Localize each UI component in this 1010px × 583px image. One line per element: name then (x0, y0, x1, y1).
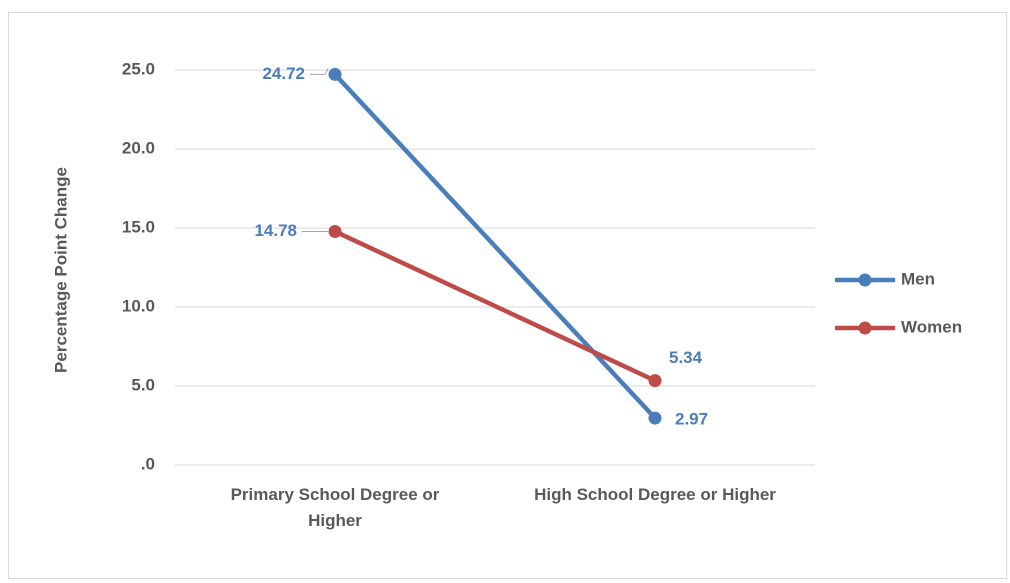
y-tick-label: 10.0 (122, 296, 155, 315)
y-tick-label: .0 (141, 454, 155, 473)
legend-label: Women (901, 317, 962, 336)
x-tick-label: High School Degree or Higher (534, 485, 776, 504)
data-label: 2.97 (675, 410, 708, 429)
series-line (333, 72, 657, 420)
data-point (648, 411, 662, 425)
y-tick-label: 5.0 (131, 375, 155, 394)
y-axis-title: Percentage Point Change (51, 167, 70, 373)
legend-marker (858, 321, 872, 335)
series-line (334, 229, 656, 383)
data-label: 5.34 (669, 348, 703, 367)
data-label: 24.72 (262, 64, 305, 83)
data-point (328, 224, 342, 238)
y-tick-label: 25.0 (122, 59, 155, 78)
y-tick-label: 15.0 (122, 217, 155, 236)
leader-line (310, 68, 329, 75)
legend-label: Men (901, 269, 935, 288)
data-point (328, 67, 342, 81)
data-label: 14.78 (254, 221, 297, 240)
legend-marker (858, 273, 872, 287)
chart-border (8, 12, 1007, 579)
data-point (648, 374, 662, 388)
x-tick-label: Primary School Degree or Higher (230, 485, 440, 530)
y-tick-label: 20.0 (122, 138, 155, 157)
